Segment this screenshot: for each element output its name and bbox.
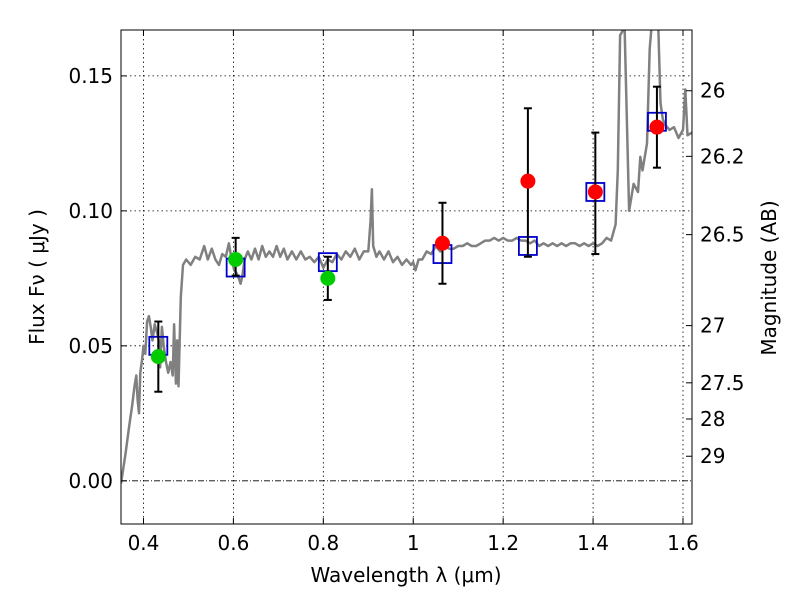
- y2-axis-label: Magnitude (AB): [757, 200, 781, 355]
- x-tick-label: 1.2: [487, 531, 519, 555]
- spectrum-line: [121, 30, 692, 484]
- x-tick-label: 0.6: [217, 531, 249, 555]
- plot-frame: [120, 29, 693, 525]
- data-point: [150, 349, 166, 365]
- magnitude-tick-label: 27: [700, 314, 725, 338]
- magnitude-tick-label: 26.5: [700, 223, 745, 247]
- y-axis: 0.00 0.05 0.10 0.15: [68, 64, 127, 493]
- y-axis-label: Flux Fν ( μJy ): [25, 209, 49, 345]
- x-axis: 0.4 0.6 0.8 1 1.2 1.4 1.6: [128, 30, 699, 555]
- x-axis-label: Wavelength λ (μm): [310, 563, 501, 587]
- magnitude-tick-label: 28: [700, 407, 725, 431]
- y-tick-label: 0.15: [68, 64, 113, 88]
- x-tick-label: 1: [407, 531, 420, 555]
- magnitude-tick-label: 29: [700, 444, 725, 468]
- data-point: [649, 119, 665, 135]
- magnitude-tick-label: 27.5: [700, 371, 745, 395]
- x-tick-label: 0.8: [307, 531, 339, 555]
- magnitude-tick-label: 26.2: [700, 144, 745, 168]
- plot-area: [121, 30, 692, 484]
- data-point: [520, 173, 536, 189]
- grid-lines: [121, 30, 692, 524]
- data-point: [587, 184, 603, 200]
- data-point: [320, 270, 336, 286]
- y-tick-label: 0.00: [68, 469, 113, 493]
- magnitude-tick-label: 26: [700, 79, 725, 103]
- data-point: [228, 251, 244, 267]
- x-tick-label: 1.4: [577, 531, 609, 555]
- magnitude-axis: 26 26.2 26.5 27 27.5 28 29: [686, 79, 745, 468]
- x-tick-label: 1.6: [667, 531, 699, 555]
- y-tick-label: 0.10: [68, 199, 113, 223]
- y-tick-label: 0.05: [68, 334, 113, 358]
- data-point: [434, 235, 450, 251]
- x-tick-label: 0.4: [128, 531, 160, 555]
